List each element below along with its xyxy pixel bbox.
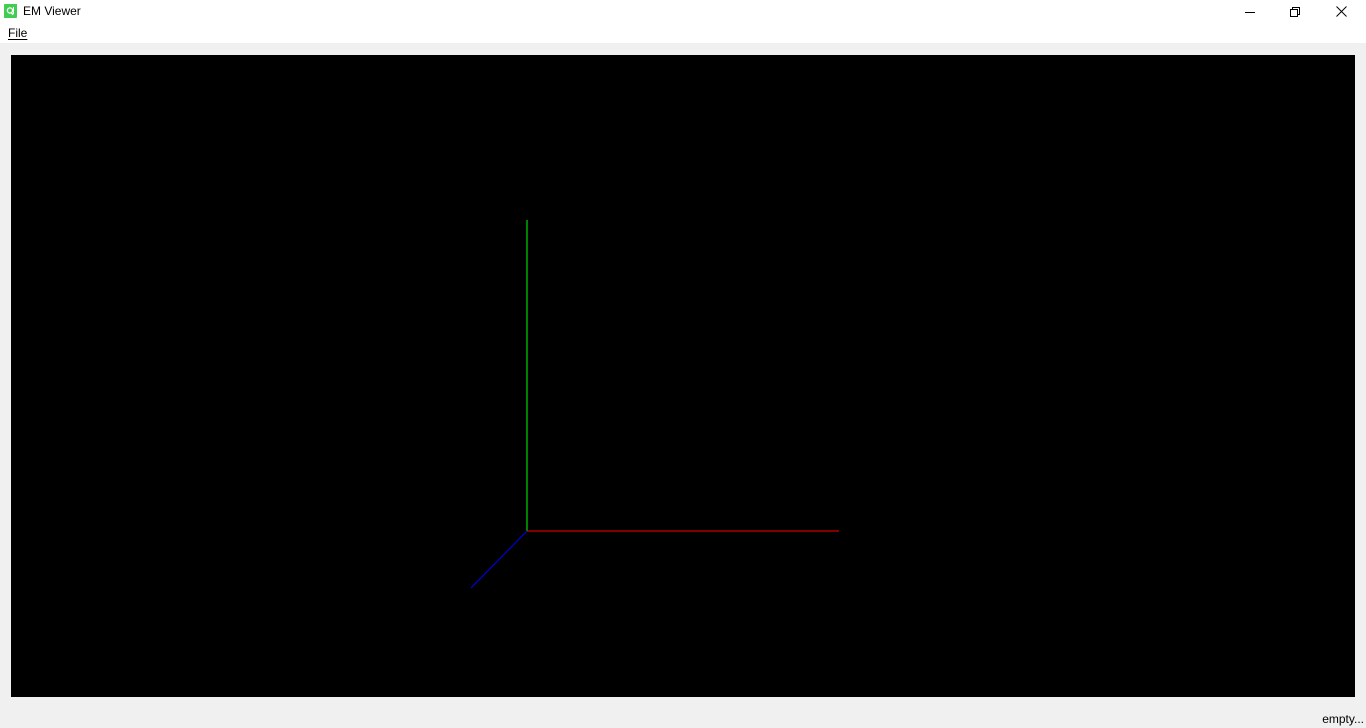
gl-viewport[interactable] [11,55,1355,697]
status-bar: empty... [0,708,1366,728]
minimize-button[interactable] [1227,0,1273,23]
restore-button[interactable] [1272,0,1318,23]
qt-icon [4,4,17,18]
minimize-icon [1245,7,1255,17]
z-axis-line [470,530,528,589]
window-title: EM Viewer [23,4,81,18]
menu-bar: File [0,23,1366,43]
menu-file[interactable]: File [8,26,28,40]
close-icon [1335,6,1347,17]
close-button[interactable] [1318,0,1364,23]
axes-gizmo [470,220,839,589]
title-bar[interactable]: EM Viewer [0,0,1366,23]
restore-icon [1290,6,1300,17]
status-message: empty... [1322,712,1364,726]
